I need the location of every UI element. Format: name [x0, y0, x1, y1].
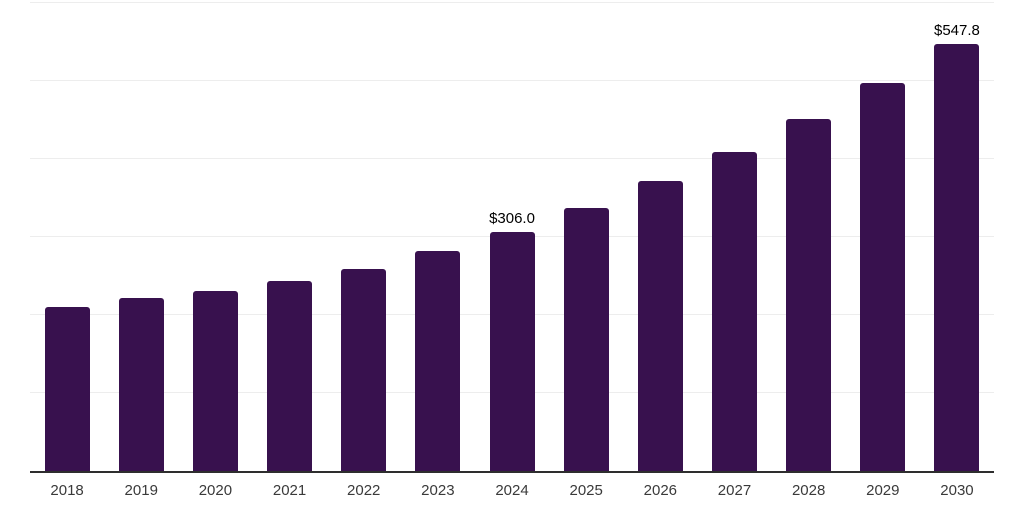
plot-area: $306.0 $547.8 — [30, 2, 994, 473]
bar — [563, 207, 609, 471]
bar-slot — [846, 3, 920, 471]
x-tick-label: 2030 — [940, 482, 974, 499]
bar — [44, 307, 90, 471]
bar-value-label: $547.8 — [934, 21, 980, 39]
bar — [786, 119, 832, 471]
bar-slot — [178, 3, 252, 471]
bar-slot — [327, 3, 401, 471]
bar — [192, 291, 238, 471]
bar — [415, 251, 461, 471]
bar — [118, 297, 164, 471]
gridline — [30, 158, 994, 160]
bar — [637, 181, 683, 471]
bar-slot — [549, 3, 623, 471]
bar-slot: $547.8 — [920, 3, 994, 471]
x-tick-label: 2026 — [643, 482, 678, 499]
bar — [711, 151, 757, 471]
x-tick-label: 2019 — [124, 482, 158, 499]
bar-slot — [697, 3, 771, 471]
bar-slot — [401, 3, 475, 471]
bar — [341, 268, 387, 471]
bar-slot: $306.0 — [475, 3, 549, 471]
bar — [267, 281, 313, 471]
x-tick-label: 2027 — [717, 482, 752, 499]
bar — [934, 43, 980, 471]
bar-slot — [252, 3, 326, 471]
x-tick-label: 2023 — [421, 482, 455, 499]
x-tick-label: 2025 — [569, 482, 603, 499]
bar-slot — [104, 3, 178, 471]
bar — [860, 83, 906, 471]
bar — [489, 232, 535, 471]
bar-slot — [30, 3, 104, 471]
x-tick-label: 2020 — [198, 482, 233, 499]
x-tick-label: 2022 — [347, 482, 381, 499]
x-tick-label: 2029 — [866, 482, 900, 499]
x-axis-labels: 2018 2019 2020 2021 2022 2023 2024 2025 2026 2027… — [30, 480, 994, 501]
x-tick-label: 2028 — [791, 482, 826, 499]
x-tick-label: 2018 — [50, 482, 84, 499]
bar-slot — [623, 3, 697, 471]
bar-value-label: $306.0 — [489, 210, 535, 228]
gridline — [30, 2, 994, 3]
gridline — [30, 80, 994, 81]
x-tick-label: 2021 — [272, 482, 307, 499]
x-tick-label: 2024 — [495, 482, 529, 499]
bar-slot — [772, 3, 846, 471]
bars: $306.0 $547.8 — [30, 3, 994, 471]
